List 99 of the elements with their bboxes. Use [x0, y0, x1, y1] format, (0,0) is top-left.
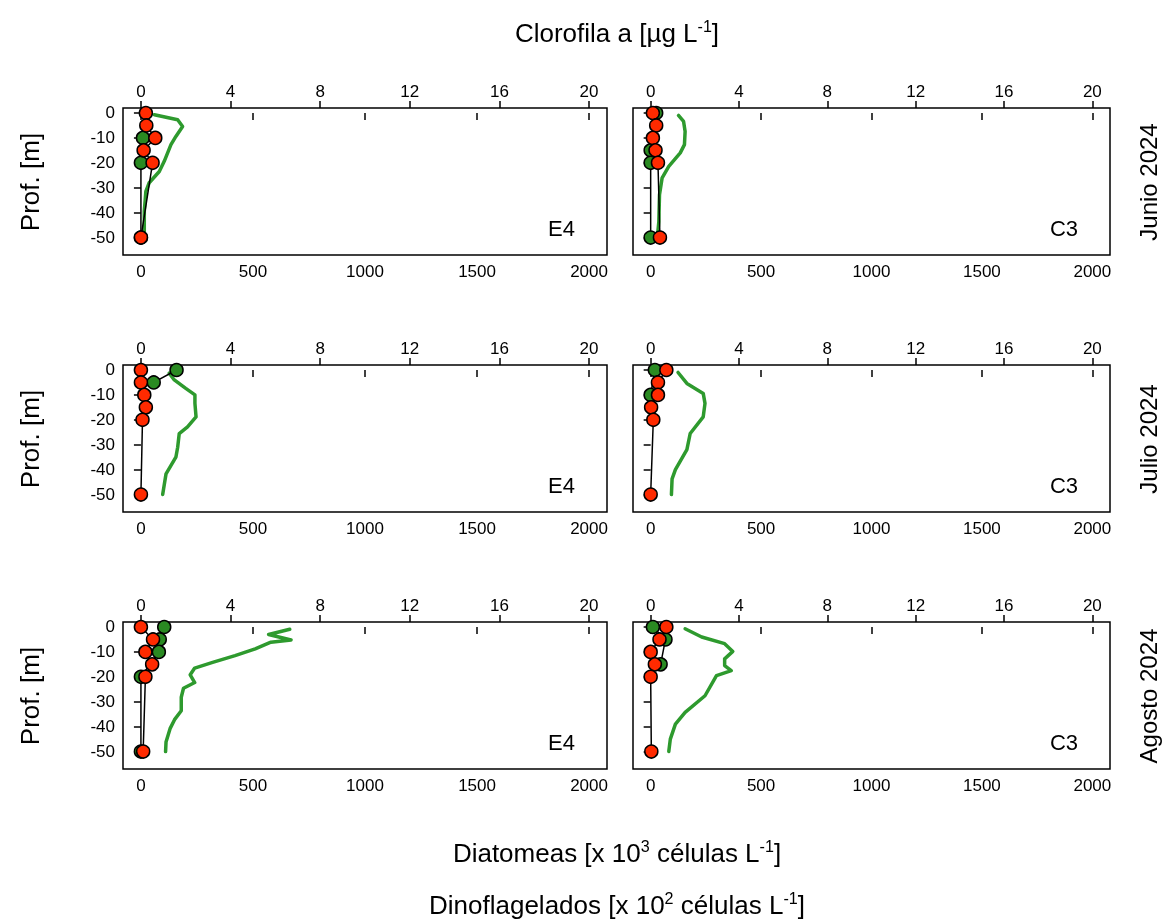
x-axis-title: Dinoflagelados [x 10$^{2}$ células L$^{-1}$]	[429, 889, 805, 921]
x-tick-label: 0	[136, 519, 146, 538]
x2-tick-label: 16	[994, 82, 1014, 101]
y2-axis-title: Agosto 2024	[1135, 628, 1163, 763]
x-tick-label: 1500	[963, 262, 1001, 281]
y-tick-label: -30	[90, 692, 115, 712]
x2-tick-label: 20	[579, 82, 599, 101]
y-tick-label: 0	[105, 103, 115, 123]
y-tick-label: 0	[105, 617, 115, 637]
x2-tick-label: 0	[136, 339, 146, 358]
x2-tick-label: 20	[579, 339, 599, 358]
x2-tick-label: 12	[906, 82, 926, 101]
x-tick-label: 2000	[570, 262, 608, 281]
x2-tick-label: 4	[225, 596, 236, 615]
x2-tick-label: 12	[400, 339, 420, 358]
x2-tick-label: 8	[315, 82, 325, 101]
x2-tick-label: 4	[734, 339, 744, 358]
x2-tick-label: 4	[225, 339, 236, 358]
annotation: E4	[548, 215, 576, 241]
x2-tick-label: 16	[489, 82, 509, 101]
y-axis-title: Prof. [m]	[14, 132, 46, 231]
y2-axis-title: Julio 2024	[1135, 383, 1163, 494]
x-tick-label: 0	[136, 262, 146, 281]
x-tick-label: 2000	[570, 776, 608, 795]
x-tick-label: 0	[645, 776, 656, 795]
x2-tick-label: 20	[1082, 339, 1102, 358]
x-tick-label: 500	[238, 776, 268, 795]
y-tick-label: -20	[90, 667, 115, 687]
x-tick-label: 0	[136, 776, 146, 795]
x2-tick-label: 12	[400, 596, 420, 615]
y-tick-label: -30	[90, 178, 115, 198]
x2-tick-label: 4	[734, 596, 744, 615]
y-tick-label: -50	[90, 742, 115, 762]
y2-axis-title: Junio 2024	[1135, 122, 1163, 241]
x-tick-label: 1000	[346, 776, 384, 795]
annotation: C3	[1049, 472, 1078, 498]
y-tick-label: -20	[90, 410, 115, 430]
annotation: C3	[1049, 729, 1078, 755]
x2-tick-label: 4	[734, 82, 744, 101]
x-tick-label: 2000	[570, 519, 608, 538]
y-tick-label: -10	[90, 642, 115, 662]
x-tick-label: 2000	[1073, 519, 1112, 538]
x2-tick-label: 12	[906, 339, 926, 358]
y-tick-label: -50	[90, 228, 115, 248]
x-tick-label: 1000	[346, 262, 384, 281]
x-tick-label: 1000	[852, 519, 891, 538]
x2-tick-label: 8	[822, 596, 833, 615]
y-axis-title: Prof. [m]	[14, 389, 46, 488]
x-tick-label: 1000	[346, 519, 384, 538]
x-tick-label: 0	[645, 519, 656, 538]
x-tick-label: 2000	[1073, 262, 1112, 281]
x-tick-label: 500	[746, 776, 776, 795]
x-tick-label: 500	[238, 519, 268, 538]
x2-tick-label: 16	[489, 339, 509, 358]
x2-tick-label: 4	[225, 82, 236, 101]
annotation: C3	[1049, 215, 1078, 241]
y-tick-label: 0	[105, 360, 115, 380]
x2-tick-label: 0	[136, 82, 146, 101]
x2-tick-label: 8	[822, 82, 833, 101]
x-tick-label: 1500	[458, 776, 496, 795]
x2-tick-label: 8	[315, 339, 325, 358]
y-tick-label: -40	[90, 717, 115, 737]
x2-tick-label: 20	[579, 596, 599, 615]
x2-tick-label: 8	[315, 596, 325, 615]
x2-tick-label: 8	[822, 339, 833, 358]
x2-axis-title: Clorofila a [µg L$^{-1}$]	[514, 17, 720, 49]
y-axis-title: Prof. [m]	[14, 646, 46, 745]
y-tick-label: -40	[90, 203, 115, 223]
y-tick-label: -20	[90, 153, 115, 173]
y-tick-label: -50	[90, 485, 115, 505]
x-tick-label: 500	[238, 262, 268, 281]
x-axis-title: Diatomeas [x 10$^{3}$ células L$^{-1}$]	[452, 837, 782, 869]
annotation: E4	[548, 472, 576, 498]
x2-tick-label: 16	[489, 596, 509, 615]
x-tick-label: 500	[746, 519, 776, 538]
x2-tick-label: 16	[994, 596, 1014, 615]
x2-tick-label: 16	[994, 339, 1014, 358]
x-tick-label: 1500	[963, 776, 1001, 795]
x2-tick-label: 20	[1082, 596, 1102, 615]
x-tick-label: 1500	[458, 262, 496, 281]
x2-tick-label: 0	[645, 82, 656, 101]
y-tick-label: -10	[90, 128, 115, 148]
x2-tick-label: 0	[136, 596, 146, 615]
x-tick-label: 1500	[963, 519, 1001, 538]
x2-tick-label: 20	[1082, 82, 1102, 101]
x-tick-label: 0	[645, 262, 656, 281]
x2-tick-label: 0	[645, 339, 656, 358]
y-tick-label: -30	[90, 435, 115, 455]
x2-tick-label: 0	[645, 596, 656, 615]
annotation: E4	[548, 729, 576, 755]
y-tick-label: -10	[90, 385, 115, 405]
y-tick-label: -40	[90, 460, 115, 480]
x2-tick-label: 12	[906, 596, 926, 615]
x-tick-label: 2000	[1073, 776, 1112, 795]
x-tick-label: 500	[746, 262, 776, 281]
x2-tick-label: 12	[400, 82, 420, 101]
x-tick-label: 1000	[852, 262, 891, 281]
x-tick-label: 1000	[852, 776, 891, 795]
x-tick-label: 1500	[458, 519, 496, 538]
